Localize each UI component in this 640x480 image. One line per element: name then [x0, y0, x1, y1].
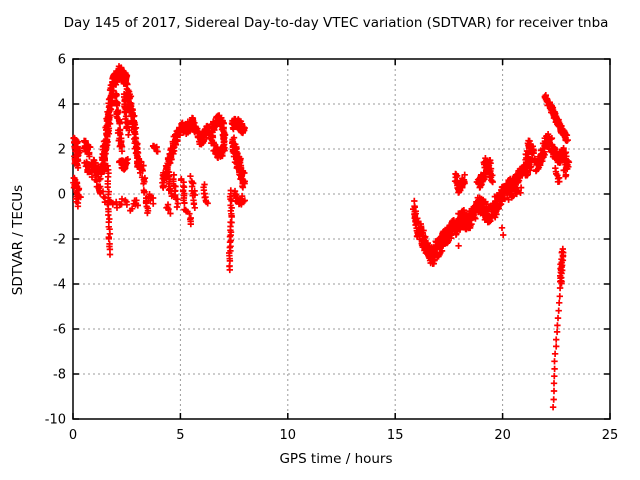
y-tick-label: 2 — [58, 143, 66, 158]
y-tick-label: -4 — [53, 278, 66, 293]
grid-lines — [73, 59, 610, 419]
y-tick-label: -6 — [53, 323, 66, 338]
x-tick-label: 25 — [602, 428, 619, 443]
x-axis-label: GPS time / hours — [279, 451, 393, 467]
plot-border — [72, 58, 611, 420]
x-tick-label: 15 — [387, 428, 404, 443]
y-tick-label: -10 — [45, 413, 66, 428]
y-tick-label: -8 — [53, 368, 66, 383]
x-tick-label: 10 — [280, 428, 297, 443]
y-tick-label: -2 — [53, 233, 66, 248]
chart-title: Day 145 of 2017, Sidereal Day-to-day VTE… — [63, 15, 609, 31]
y-tick-label: 0 — [58, 188, 66, 203]
x-tick-label: 0 — [69, 428, 77, 443]
x-tick-label: 5 — [176, 428, 184, 443]
y-tick-label: 6 — [58, 53, 66, 68]
x-tick-labels: 0 5 10 15 20 25 — [69, 428, 618, 443]
x-tick-label: 20 — [494, 428, 511, 443]
scatter-points — [70, 63, 573, 411]
y-tick-labels: -10 -8 -6 -4 -2 0 2 4 6 — [45, 53, 66, 428]
y-tick-label: 4 — [58, 98, 66, 113]
